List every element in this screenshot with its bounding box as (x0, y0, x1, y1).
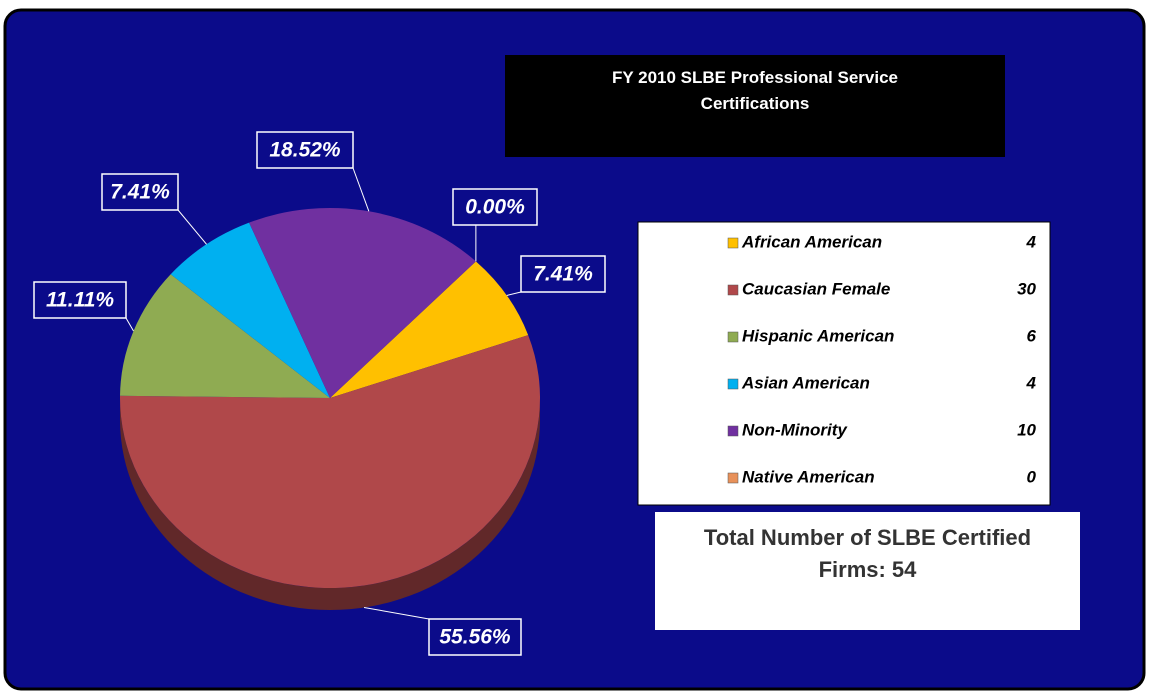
total-annotation: Total Number of SLBE Certified Firms: 54 (655, 512, 1080, 630)
label-box (520, 255, 606, 293)
slice (170, 222, 330, 398)
label-box (428, 618, 522, 656)
legend-count: 30 (1017, 279, 1036, 298)
leader-line (363, 606, 430, 620)
legend-swatch (727, 472, 739, 484)
slice (120, 274, 330, 398)
leader-line (125, 317, 134, 332)
label-box (101, 173, 179, 211)
legend-label: Caucasian Female (742, 279, 890, 298)
chart-title: FY 2010 SLBE Professional Service Certif… (505, 55, 1005, 157)
label-box (256, 131, 354, 169)
slice (120, 335, 541, 588)
data-label: 55.56% (439, 626, 511, 649)
legend-count: 6 (1027, 326, 1037, 345)
slice (330, 261, 529, 398)
legend-swatch (727, 331, 739, 343)
legend-count: 4 (1026, 232, 1037, 251)
label-box (452, 188, 538, 226)
data-label: 7.41% (110, 181, 170, 204)
legend-swatch (727, 378, 739, 390)
legend-box (637, 221, 1051, 506)
slice (249, 208, 476, 398)
legend-count: 4 (1026, 373, 1037, 392)
legend-label: African American (741, 232, 882, 251)
legend-count: 10 (1017, 420, 1036, 439)
legend-swatch (727, 284, 739, 296)
leader-line (352, 167, 370, 212)
legend-label: Hispanic American (742, 326, 894, 345)
legend-label: Asian American (741, 373, 870, 392)
legend-count: 0 (1027, 467, 1037, 486)
data-label: 11.11% (46, 289, 114, 312)
legend-label: Native American (742, 467, 875, 486)
data-label: 18.52% (269, 139, 341, 162)
data-label: 0.00% (465, 196, 525, 219)
data-label: 7.41% (533, 263, 593, 286)
legend-swatch (727, 237, 739, 249)
label-box (33, 281, 127, 319)
leader-line (506, 291, 522, 296)
leader-line (177, 209, 207, 245)
legend-swatch (727, 425, 739, 437)
legend-label: Non-Minority (742, 420, 848, 439)
